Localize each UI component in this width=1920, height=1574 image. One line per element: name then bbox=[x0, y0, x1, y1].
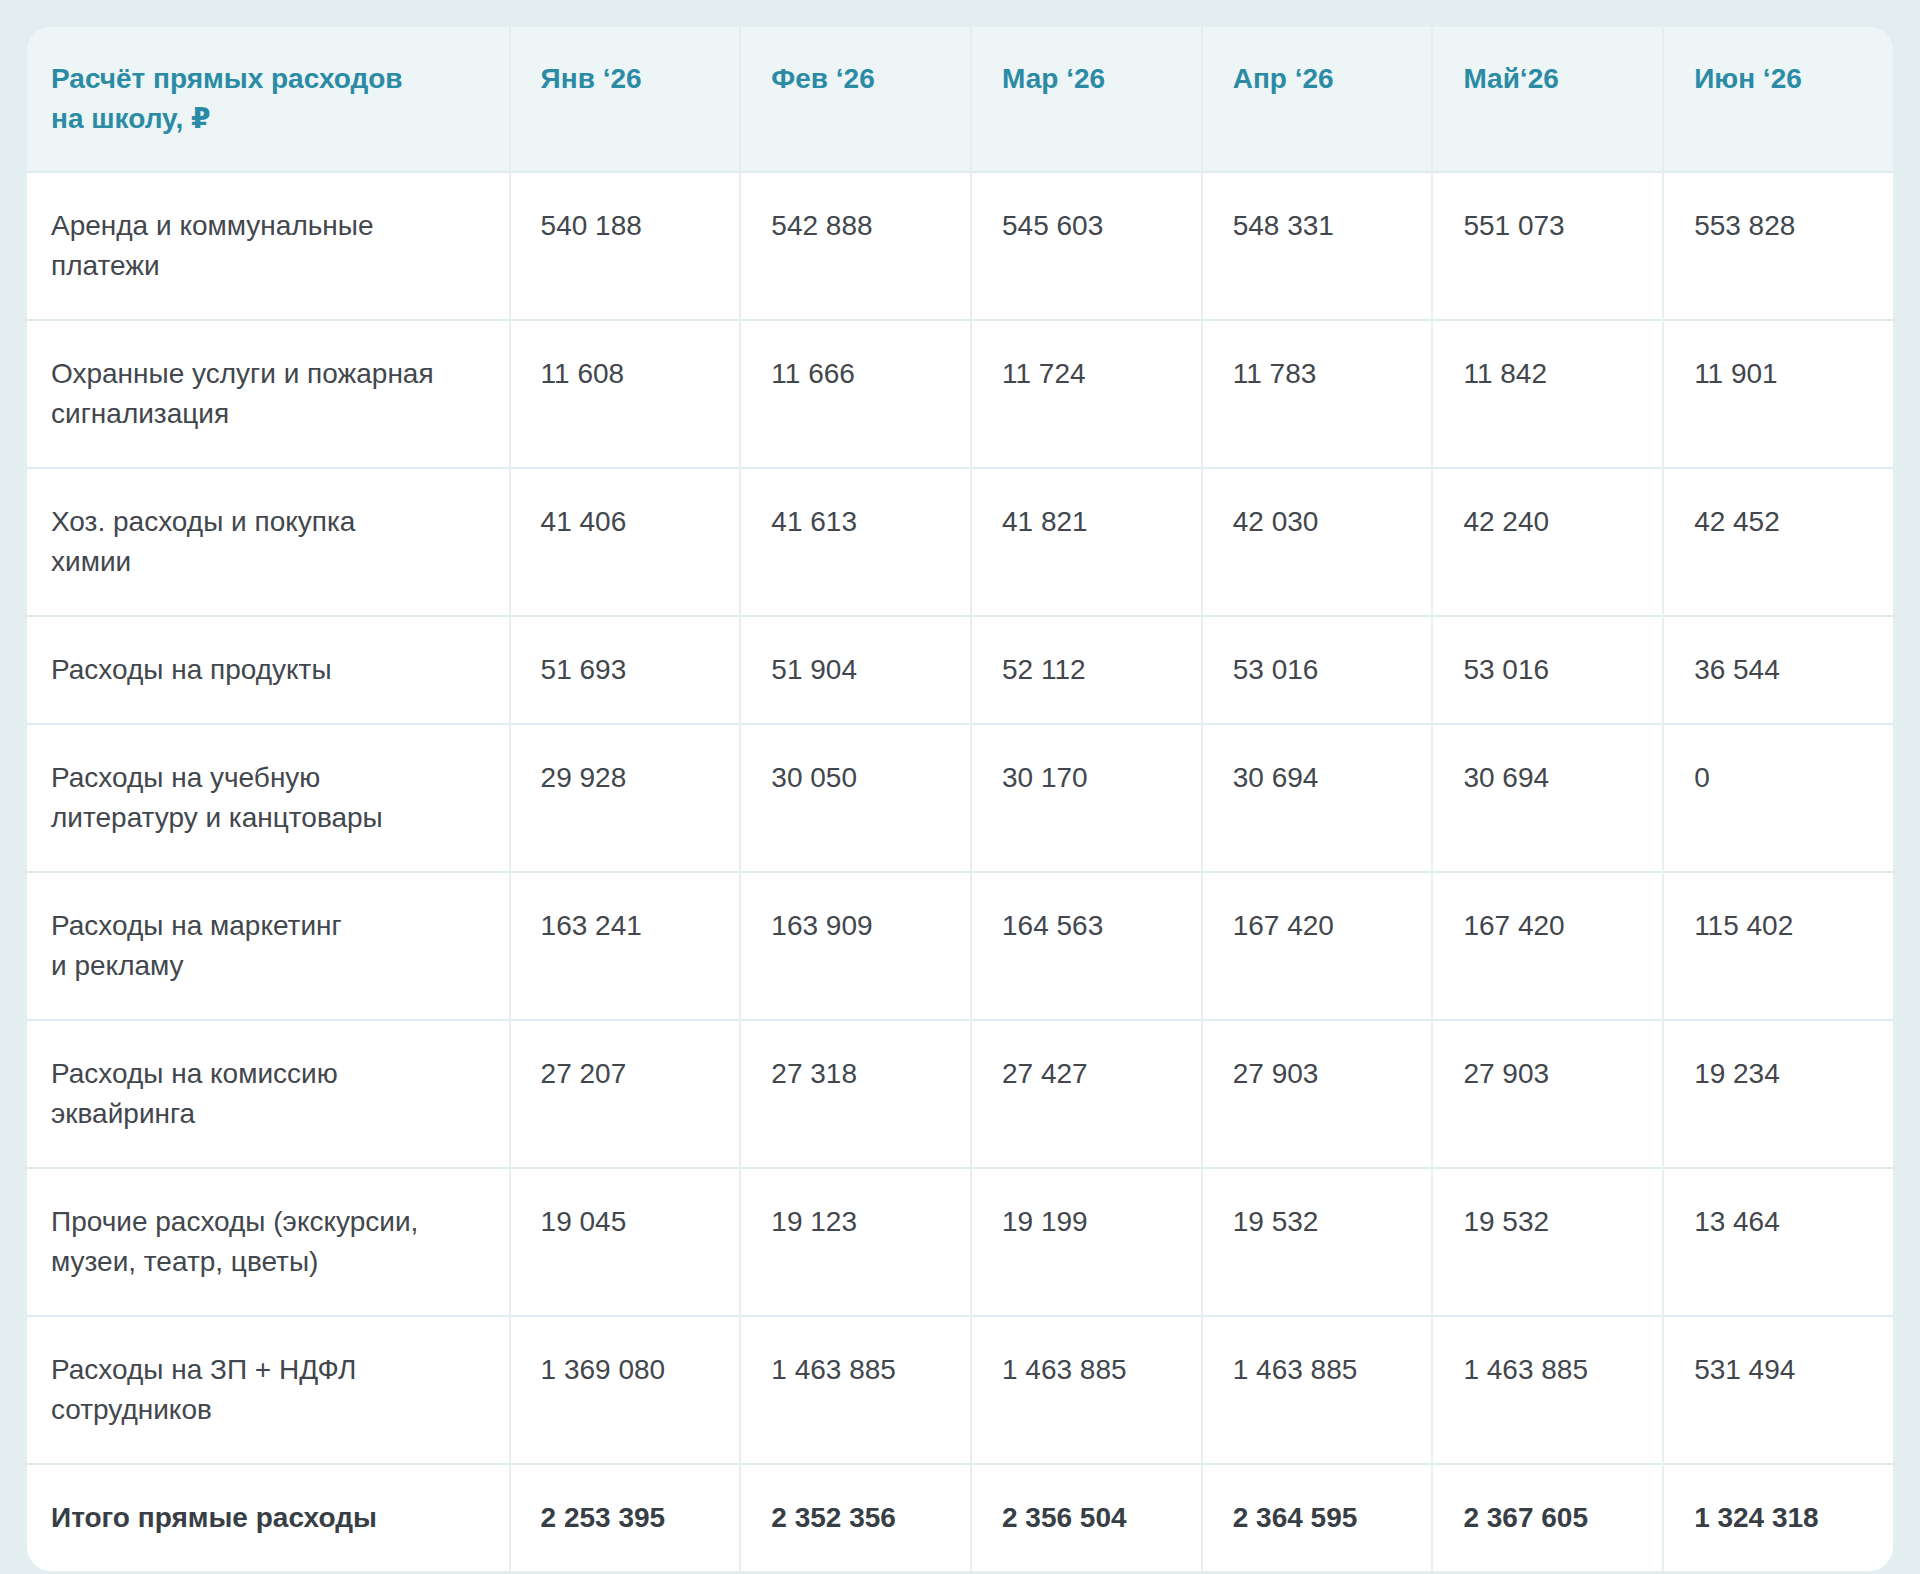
cell-value: 11 901 bbox=[1663, 320, 1893, 468]
cell-value: 542 888 bbox=[740, 172, 971, 320]
cell-value: 53 016 bbox=[1432, 616, 1663, 724]
cell-value: 2 352 356 bbox=[740, 1464, 971, 1571]
month-header-3: Мар ‘26 bbox=[971, 27, 1202, 172]
cell-value: 27 427 bbox=[971, 1020, 1202, 1168]
expenses-table-card: Расчёт прямых расходов на школу, ₽ Янв ‘… bbox=[27, 27, 1893, 1571]
cell-value: 2 356 504 bbox=[971, 1464, 1202, 1571]
cell-value: 51 693 bbox=[510, 616, 741, 724]
table-body: Аренда и коммунальные платежи540 188542 … bbox=[27, 172, 1893, 1571]
row-label: Итого прямые расходы bbox=[27, 1464, 510, 1571]
cell-value: 553 828 bbox=[1663, 172, 1893, 320]
cell-value: 42 452 bbox=[1663, 468, 1893, 616]
total-row: Итого прямые расходы2 253 3952 352 3562 … bbox=[27, 1464, 1893, 1571]
cell-value: 11 608 bbox=[510, 320, 741, 468]
header-row: Расчёт прямых расходов на школу, ₽ Янв ‘… bbox=[27, 27, 1893, 172]
month-header-6: Июн ‘26 bbox=[1663, 27, 1893, 172]
cell-value: 19 532 bbox=[1432, 1168, 1663, 1316]
cell-value: 548 331 bbox=[1202, 172, 1433, 320]
expenses-table: Расчёт прямых расходов на школу, ₽ Янв ‘… bbox=[27, 27, 1893, 1571]
cell-value: 30 694 bbox=[1202, 724, 1433, 872]
row-label: Расходы на учебную литературу и канцтова… bbox=[27, 724, 510, 872]
row-label: Расходы на ЗП + НДФЛ сотрудников bbox=[27, 1316, 510, 1464]
cell-value: 41 406 bbox=[510, 468, 741, 616]
row-label: Охранные услуги и пожарная сигнализация bbox=[27, 320, 510, 468]
cell-value: 2 367 605 bbox=[1432, 1464, 1663, 1571]
cell-value: 27 903 bbox=[1202, 1020, 1433, 1168]
cell-value: 164 563 bbox=[971, 872, 1202, 1020]
cell-value: 163 241 bbox=[510, 872, 741, 1020]
cell-value: 13 464 bbox=[1663, 1168, 1893, 1316]
cell-value: 27 903 bbox=[1432, 1020, 1663, 1168]
table-row: Расходы на продукты51 69351 90452 11253 … bbox=[27, 616, 1893, 724]
cell-value: 19 123 bbox=[740, 1168, 971, 1316]
cell-value: 53 016 bbox=[1202, 616, 1433, 724]
cell-value: 2 364 595 bbox=[1202, 1464, 1433, 1571]
row-label: Хоз. расходы и покупка химии bbox=[27, 468, 510, 616]
table-header: Расчёт прямых расходов на школу, ₽ Янв ‘… bbox=[27, 27, 1893, 172]
month-header-1: Янв ‘26 bbox=[510, 27, 741, 172]
month-header-5: Май‘26 bbox=[1432, 27, 1663, 172]
cell-value: 19 234 bbox=[1663, 1020, 1893, 1168]
cell-value: 29 928 bbox=[510, 724, 741, 872]
cell-value: 42 240 bbox=[1432, 468, 1663, 616]
table-row: Прочие расходы (экскурсии, музеи, театр,… bbox=[27, 1168, 1893, 1316]
cell-value: 167 420 bbox=[1432, 872, 1663, 1020]
cell-value: 551 073 bbox=[1432, 172, 1663, 320]
cell-value: 0 bbox=[1663, 724, 1893, 872]
cell-value: 167 420 bbox=[1202, 872, 1433, 1020]
cell-value: 41 821 bbox=[971, 468, 1202, 616]
row-label: Аренда и коммунальные платежи bbox=[27, 172, 510, 320]
cell-value: 19 199 bbox=[971, 1168, 1202, 1316]
cell-value: 531 494 bbox=[1663, 1316, 1893, 1464]
cell-value: 30 050 bbox=[740, 724, 971, 872]
cell-value: 19 045 bbox=[510, 1168, 741, 1316]
cell-value: 545 603 bbox=[971, 172, 1202, 320]
table-row: Расходы на ЗП + НДФЛ сотрудников1 369 08… bbox=[27, 1316, 1893, 1464]
cell-value: 30 170 bbox=[971, 724, 1202, 872]
cell-value: 42 030 bbox=[1202, 468, 1433, 616]
month-header-4: Апр ‘26 bbox=[1202, 27, 1433, 172]
cell-value: 27 318 bbox=[740, 1020, 971, 1168]
cell-value: 51 904 bbox=[740, 616, 971, 724]
table-row: Хоз. расходы и покупка химии41 40641 613… bbox=[27, 468, 1893, 616]
cell-value: 11 783 bbox=[1202, 320, 1433, 468]
table-title: Расчёт прямых расходов на школу, ₽ bbox=[27, 27, 510, 172]
cell-value: 11 666 bbox=[740, 320, 971, 468]
cell-value: 1 369 080 bbox=[510, 1316, 741, 1464]
cell-value: 1 463 885 bbox=[740, 1316, 971, 1464]
table-row: Расходы на учебную литературу и канцтова… bbox=[27, 724, 1893, 872]
cell-value: 27 207 bbox=[510, 1020, 741, 1168]
cell-value: 163 909 bbox=[740, 872, 971, 1020]
cell-value: 30 694 bbox=[1432, 724, 1663, 872]
row-label: Расходы на комиссию эквайринга bbox=[27, 1020, 510, 1168]
table-row: Расходы на маркетинг и рекламу163 241163… bbox=[27, 872, 1893, 1020]
cell-value: 36 544 bbox=[1663, 616, 1893, 724]
cell-value: 115 402 bbox=[1663, 872, 1893, 1020]
cell-value: 19 532 bbox=[1202, 1168, 1433, 1316]
cell-value: 41 613 bbox=[740, 468, 971, 616]
table-row: Охранные услуги и пожарная сигнализация1… bbox=[27, 320, 1893, 468]
cell-value: 1 463 885 bbox=[1202, 1316, 1433, 1464]
row-label: Расходы на маркетинг и рекламу bbox=[27, 872, 510, 1020]
cell-value: 540 188 bbox=[510, 172, 741, 320]
row-label: Расходы на продукты bbox=[27, 616, 510, 724]
cell-value: 1 324 318 bbox=[1663, 1464, 1893, 1571]
month-header-2: Фев ‘26 bbox=[740, 27, 971, 172]
cell-value: 11 842 bbox=[1432, 320, 1663, 468]
cell-value: 1 463 885 bbox=[1432, 1316, 1663, 1464]
table-row: Расходы на комиссию эквайринга27 20727 3… bbox=[27, 1020, 1893, 1168]
cell-value: 52 112 bbox=[971, 616, 1202, 724]
table-row: Аренда и коммунальные платежи540 188542 … bbox=[27, 172, 1893, 320]
cell-value: 11 724 bbox=[971, 320, 1202, 468]
cell-value: 1 463 885 bbox=[971, 1316, 1202, 1464]
cell-value: 2 253 395 bbox=[510, 1464, 741, 1571]
row-label: Прочие расходы (экскурсии, музеи, театр,… bbox=[27, 1168, 510, 1316]
